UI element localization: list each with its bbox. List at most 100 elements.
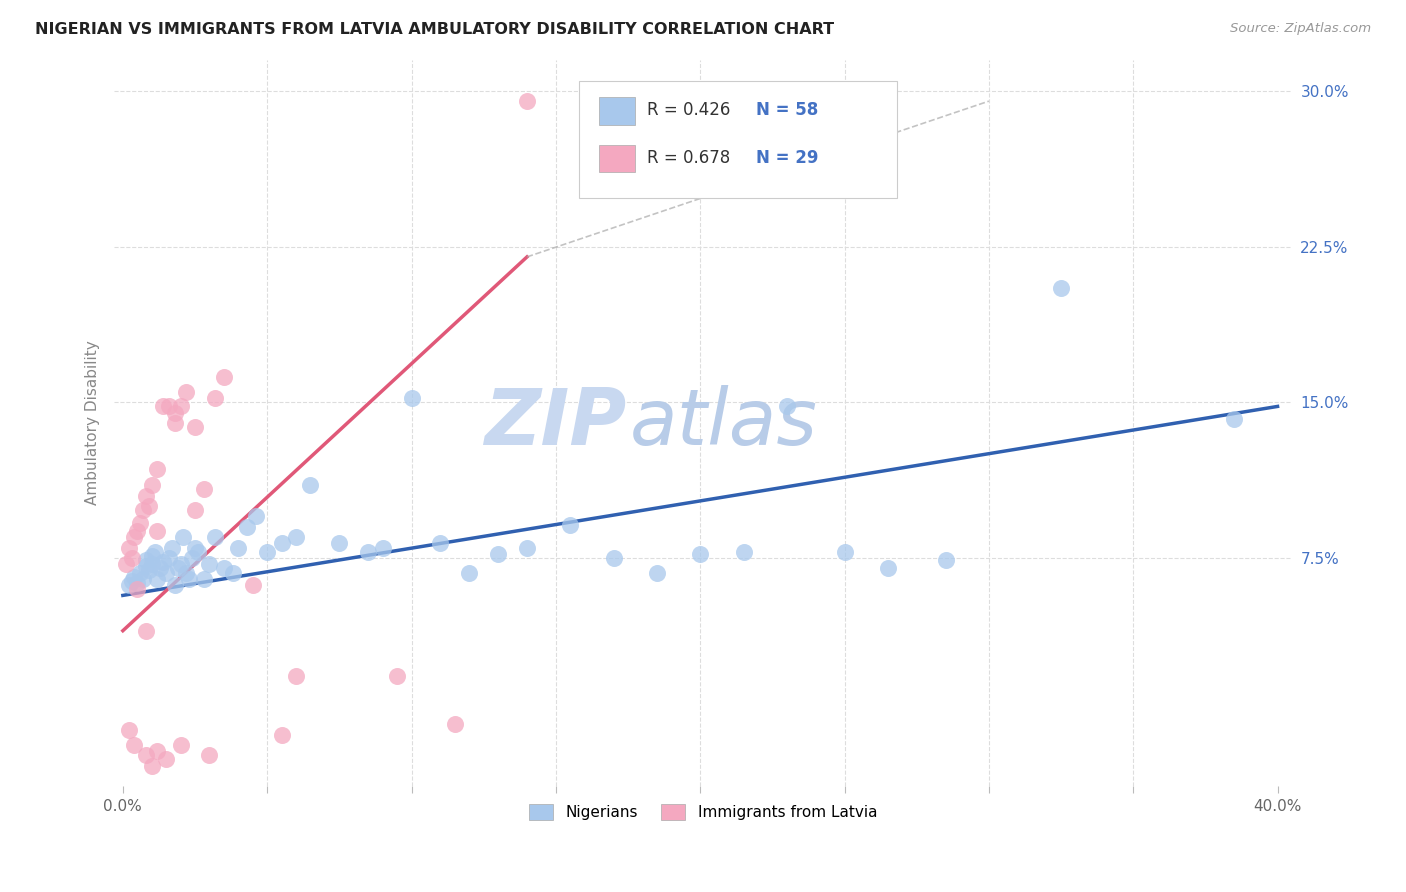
Point (141, 478, 163, 492)
Point (212, 561, 235, 575)
Point (129, 516, 152, 530)
Text: Source: ZipAtlas.com: Source: ZipAtlas.com (1230, 22, 1371, 36)
Point (429, 536, 451, 550)
Point (155, 752, 177, 766)
Point (121, 551, 143, 566)
Text: R = 0.426: R = 0.426 (647, 102, 730, 120)
Point (834, 545, 856, 559)
Point (198, 558, 221, 572)
Text: NIGERIAN VS IMMIGRANTS FROM LATVIA AMBULATORY DISABILITY CORRELATION CHART: NIGERIAN VS IMMIGRANTS FROM LATVIA AMBUL… (35, 22, 834, 37)
Point (181, 551, 204, 566)
Point (242, 578, 264, 592)
Point (385, 669, 408, 683)
Point (776, 400, 799, 414)
Point (143, 545, 166, 559)
Point (689, 547, 711, 561)
Point (135, 748, 157, 763)
Point (285, 669, 308, 683)
Point (152, 400, 174, 414)
Text: R = 0.678: R = 0.678 (647, 149, 730, 167)
Point (124, 530, 146, 544)
Text: N = 58: N = 58 (756, 102, 818, 120)
Point (328, 536, 350, 550)
Text: N = 29: N = 29 (756, 149, 818, 167)
Point (155, 566, 177, 580)
Point (146, 524, 169, 538)
Point (516, 94, 538, 108)
Point (132, 572, 155, 586)
Point (149, 561, 172, 575)
Y-axis label: Ambulatory Disability: Ambulatory Disability (86, 341, 100, 506)
Point (117, 578, 139, 592)
Point (127, 582, 149, 597)
Point (135, 559, 157, 574)
Point (163, 578, 186, 592)
Point (1050, 281, 1073, 295)
Point (486, 547, 509, 561)
Point (733, 545, 755, 559)
Point (256, 545, 278, 559)
Point (236, 520, 259, 534)
Point (193, 483, 215, 497)
Point (204, 530, 226, 544)
Point (204, 391, 226, 405)
Point (166, 561, 188, 575)
Point (876, 561, 898, 575)
Point (141, 549, 163, 563)
Point (602, 551, 624, 566)
Point (401, 391, 423, 405)
Point (176, 384, 198, 399)
Legend: Nigerians, Immigrants from Latvia: Nigerians, Immigrants from Latvia (523, 797, 883, 826)
Point (179, 572, 201, 586)
Point (270, 536, 292, 550)
Point (138, 564, 160, 578)
Text: ZIP: ZIP (484, 385, 627, 461)
Point (157, 400, 180, 414)
Point (221, 566, 243, 580)
Point (443, 717, 465, 731)
Point (193, 572, 215, 586)
Point (117, 541, 139, 555)
Point (169, 400, 191, 414)
Point (124, 570, 146, 584)
Point (127, 576, 149, 591)
Point (141, 758, 163, 772)
Point (124, 738, 146, 752)
Point (172, 530, 194, 544)
Text: atlas: atlas (630, 385, 818, 461)
Point (138, 499, 160, 513)
Point (132, 503, 155, 517)
Point (270, 727, 292, 741)
Point (146, 572, 169, 586)
Point (645, 566, 668, 580)
Point (516, 541, 538, 555)
Point (299, 478, 322, 492)
Point (135, 624, 157, 638)
Point (127, 524, 149, 538)
Point (121, 574, 143, 588)
Point (187, 545, 209, 559)
Point (146, 744, 169, 758)
Point (163, 416, 186, 430)
Point (114, 558, 136, 572)
Point (458, 566, 481, 580)
Point (157, 551, 180, 566)
Point (169, 738, 191, 752)
Point (176, 566, 198, 580)
Point (228, 541, 250, 555)
FancyBboxPatch shape (579, 81, 897, 198)
Point (212, 370, 235, 384)
Point (169, 558, 191, 572)
Point (135, 553, 157, 567)
Point (117, 723, 139, 738)
Point (160, 541, 183, 555)
Point (245, 509, 267, 524)
Point (371, 541, 394, 555)
Point (184, 541, 207, 555)
Point (129, 566, 152, 580)
Point (163, 406, 186, 420)
Point (1223, 412, 1246, 426)
Point (285, 530, 308, 544)
Point (198, 748, 221, 763)
Point (560, 517, 582, 532)
